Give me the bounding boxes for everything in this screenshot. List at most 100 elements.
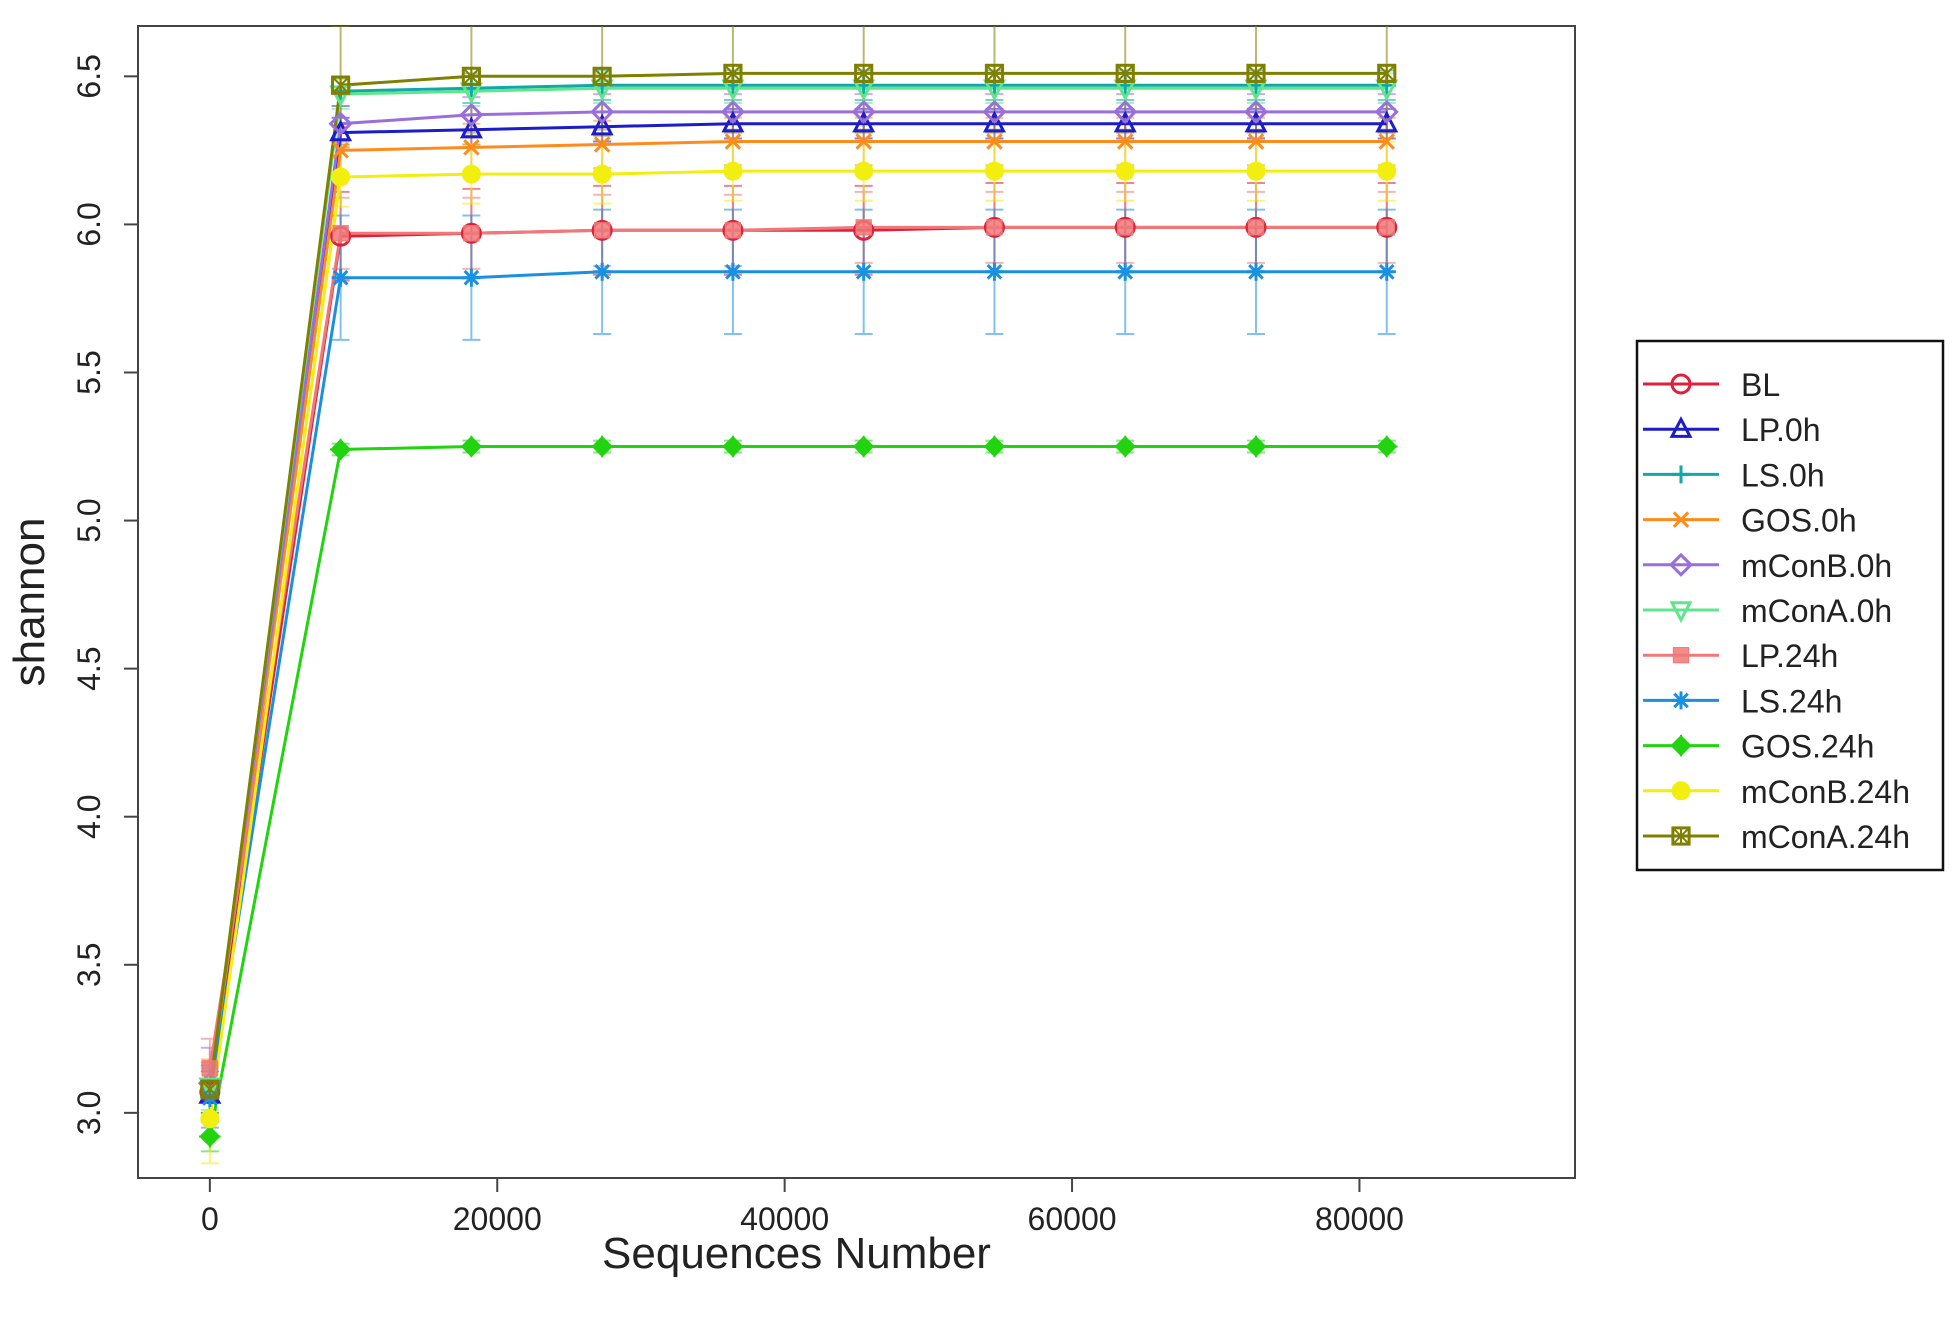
data-point-gos-0h — [1247, 133, 1265, 150]
y-tick-label: 6.5 — [71, 54, 107, 98]
data-point-mconb-24h — [984, 161, 1004, 181]
series-line-gos-24h — [208, 445, 1387, 1137]
data-point-gos-24h — [591, 435, 613, 458]
x-axis-label: Sequences Number — [602, 1229, 991, 1278]
data-point-lp-24h — [986, 219, 1003, 236]
data-point-mconb-0h — [1243, 99, 1269, 124]
legend: BL LP.0h LS.0h GOS.0h mConB.0h mConA.0h LP.24h… — [1635, 339, 1945, 872]
data-point-gos-24h — [460, 435, 483, 458]
data-point-lp-0h — [1375, 110, 1399, 133]
series-line-mcona-24h — [208, 71, 1387, 1090]
data-point-ls-24h — [331, 268, 350, 287]
legend-item-ls-24h: LS.24h — [1643, 683, 1842, 719]
data-point-mcona-24h — [1246, 63, 1266, 83]
x-axis: 0 20000 40000 60000 80000 — [201, 1178, 1404, 1237]
series-line-mcona-0h — [208, 86, 1387, 1087]
y-tick-label: 5.5 — [71, 350, 107, 394]
legend-item-gos-24h: GOS.24h — [1643, 729, 1874, 765]
y-tick-label: 4.0 — [71, 794, 107, 838]
series-markers — [197, 63, 1399, 1148]
data-point-lp-0h — [459, 116, 483, 139]
data-point-gos-0h — [1378, 133, 1396, 150]
data-point-gos-0h — [855, 133, 872, 150]
data-point-bl — [983, 216, 1005, 238]
data-point-mcona-24h — [461, 66, 481, 86]
data-point-ls-24h — [854, 262, 873, 281]
data-point-lp-0h — [329, 119, 353, 142]
legend-label: BL — [1741, 367, 1780, 403]
legend-label: LS.0h — [1741, 457, 1825, 493]
data-point-lp-24h — [594, 222, 611, 239]
data-point-ls-24h — [985, 262, 1004, 281]
legend-item-gos-0h: GOS.0h — [1643, 503, 1857, 539]
data-point-lp-0h — [982, 110, 1006, 133]
data-point-lp-24h — [201, 1060, 218, 1077]
data-point-gos-24h — [1114, 435, 1137, 458]
legend-item-ls-0h: LS.0h — [1643, 457, 1825, 493]
data-point-bl — [591, 219, 613, 241]
data-point-mconb-24h — [200, 1109, 220, 1129]
y-tick-label: 3.5 — [71, 943, 107, 987]
data-point-lp-24h — [855, 219, 872, 236]
data-point-mconb-24h — [461, 164, 481, 184]
legend-label: LP.24h — [1741, 638, 1838, 674]
data-point-lp-0h — [852, 110, 876, 133]
data-point-lp-24h — [724, 222, 742, 239]
legend-marker — [1670, 734, 1692, 757]
legend-item-mcona-0h: mConA.0h — [1643, 593, 1892, 629]
legend-marker — [1670, 373, 1692, 395]
legend-label: GOS.24h — [1741, 729, 1874, 765]
series-line-ls-0h — [208, 83, 1387, 1090]
data-point-gos-24h — [852, 435, 875, 458]
data-point-gos-0h — [332, 142, 349, 159]
data-point-mconb-0h — [982, 99, 1007, 124]
data-point-bl — [1114, 216, 1136, 238]
legend-label: mConB.24h — [1741, 774, 1910, 810]
data-point-ls-24h — [723, 262, 742, 281]
legend-marker — [1672, 465, 1690, 484]
series-line-lp-0h — [208, 122, 1387, 1096]
y-tick-label: 3.0 — [71, 1091, 107, 1135]
legend-label: mConA.0h — [1741, 593, 1892, 629]
legend-item-mconb-0h: mConB.0h — [1643, 548, 1892, 584]
data-point-mconb-0h — [720, 99, 745, 124]
legend-label: mConA.24h — [1741, 819, 1910, 855]
data-point-ls-24h — [1246, 262, 1265, 281]
data-point-mcona-24h — [1115, 63, 1135, 83]
legend-item-mcona-24h: mConA.24h — [1643, 819, 1910, 855]
data-point-mcona-24h — [854, 63, 874, 83]
data-point-mconb-24h — [331, 167, 351, 187]
y-tick-label: 6.0 — [71, 202, 107, 246]
data-point-bl — [460, 222, 482, 244]
series-line-gos-0h — [208, 140, 1387, 1090]
data-point-lp-24h — [1378, 219, 1395, 236]
data-point-bl — [722, 219, 744, 241]
y-tick-label: 5.0 — [71, 498, 107, 542]
data-point-gos-24h — [722, 435, 744, 458]
y-tick-label: 4.5 — [71, 646, 107, 690]
data-point-ls-24h — [593, 262, 612, 281]
data-point-gos-24h — [199, 1125, 221, 1148]
x-tick-label: 60000 — [1028, 1201, 1117, 1237]
legend-item-lp-24h: LP.24h — [1643, 638, 1838, 674]
x-tick-label: 20000 — [453, 1201, 542, 1237]
legend-marker — [1668, 552, 1694, 577]
data-point-mconb-0h — [851, 99, 876, 124]
data-point-mconb-0h — [328, 111, 353, 136]
legend-marker — [1672, 691, 1690, 710]
series-line-mconb-0h — [208, 110, 1387, 1084]
data-point-gos-24h — [983, 435, 1006, 458]
data-point-gos-0h — [463, 139, 480, 156]
data-point-gos-24h — [329, 438, 352, 461]
legend-label: LP.0h — [1741, 412, 1821, 448]
data-point-mconb-24h — [1377, 161, 1397, 181]
data-point-gos-0h — [724, 133, 742, 150]
data-point-lp-24h — [1117, 219, 1134, 236]
data-point-mcona-24h — [984, 63, 1005, 83]
legend-marker — [1672, 647, 1690, 664]
data-point-mcona-24h — [1377, 63, 1397, 83]
data-point-lp-24h — [1247, 219, 1265, 236]
data-point-mconb-0h — [1374, 99, 1399, 124]
x-tick-label: 0 — [201, 1201, 219, 1237]
